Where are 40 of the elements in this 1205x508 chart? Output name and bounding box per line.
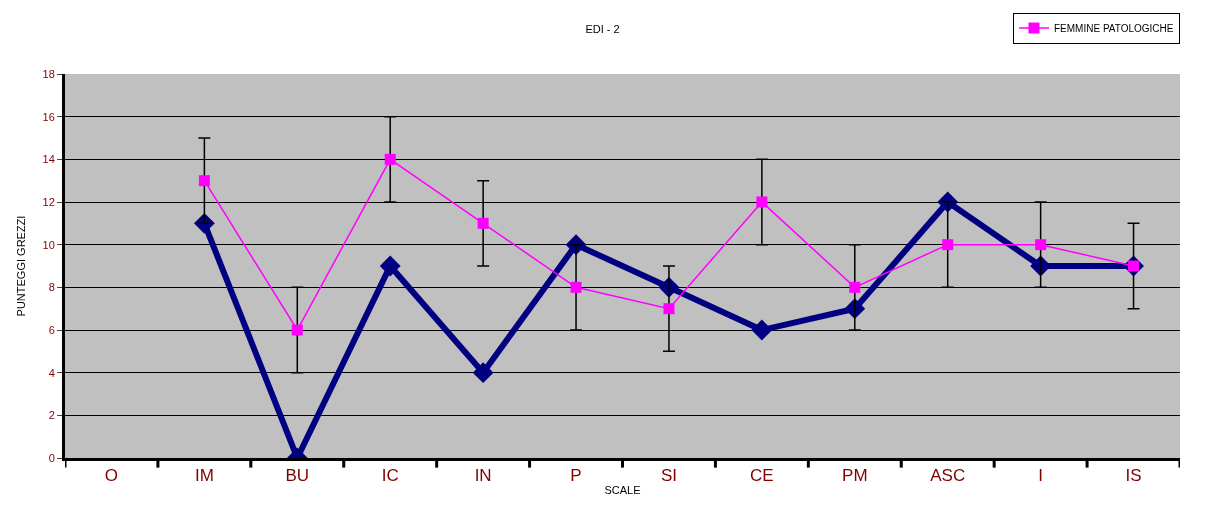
y-tick-label: 14 [42, 153, 55, 166]
point [379, 255, 401, 277]
point [849, 281, 861, 293]
y-tick-label: 0 [48, 451, 55, 464]
y-axis-title: PUNTEGGI GREZZI [15, 215, 28, 317]
y-tick-label: 18 [42, 67, 55, 80]
point [477, 217, 489, 229]
y-tick-label: 10 [42, 238, 55, 251]
legend-label: FEMMINE PATOLOGICHE [1054, 22, 1174, 34]
x-tick-label: IN [474, 466, 492, 486]
y-tick-label: 4 [48, 366, 55, 379]
x-tick-label: IS [1125, 466, 1142, 486]
y-tick-label: 16 [42, 110, 55, 123]
point [1035, 239, 1047, 251]
point [570, 281, 582, 293]
chart-title: EDI - 2 [585, 23, 620, 36]
point [472, 362, 494, 384]
x-tick-label: BU [285, 466, 310, 486]
x-axis-title: SCALE [604, 483, 641, 496]
y-tick-label: 8 [48, 281, 55, 294]
point [942, 239, 954, 251]
x-tick-label: O [104, 466, 119, 486]
point [198, 175, 210, 187]
x-tick-label: IM [194, 466, 214, 486]
y-tick-label: 6 [48, 323, 55, 336]
point [384, 153, 396, 165]
point [291, 324, 303, 336]
point [663, 303, 675, 315]
x-tick-label: PM [842, 466, 868, 486]
y-tick-label: 12 [42, 195, 55, 208]
point [756, 196, 768, 208]
x-tick-label: ASC [930, 466, 966, 486]
y-tick-label: 2 [48, 409, 55, 422]
x-tick-label: IC [381, 466, 399, 486]
x-tick-label: SI [660, 466, 677, 486]
x-tick-label: P [570, 466, 582, 486]
x-tick-label: CE [750, 466, 774, 486]
point [193, 212, 215, 234]
x-tick-label: I [1038, 466, 1043, 486]
point [751, 319, 773, 341]
